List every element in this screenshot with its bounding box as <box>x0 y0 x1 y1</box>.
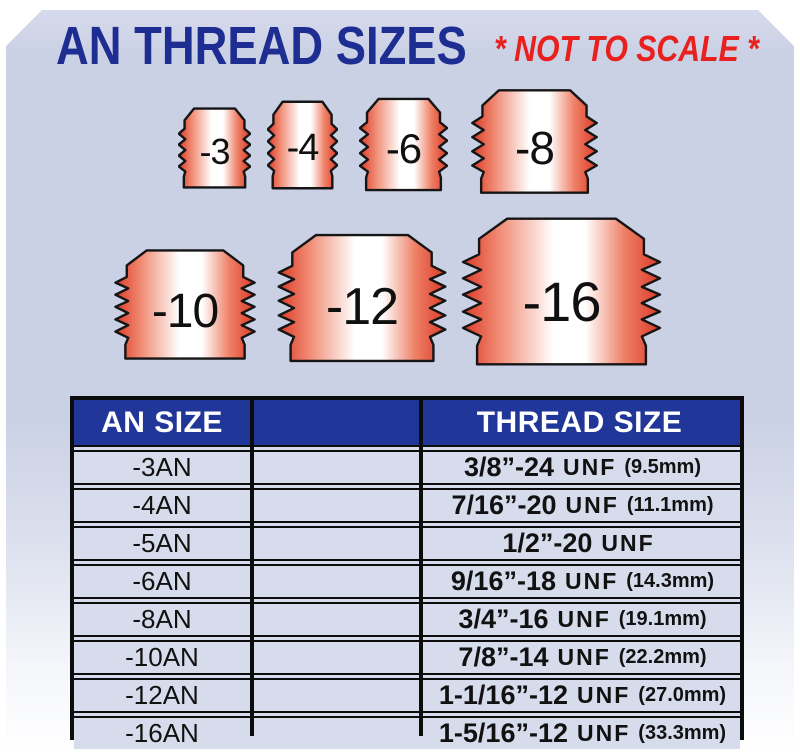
an-size-cell: -3AN <box>132 452 192 482</box>
thread-spec: 1-5/16”-12 <box>438 718 568 748</box>
an-size-cell: -6AN <box>132 566 192 596</box>
thread-standard: UNF <box>557 606 611 632</box>
thread-mm: (19.1mm) <box>618 608 707 630</box>
fitting-label: -6 <box>385 124 422 172</box>
thread-standard: UNF <box>565 492 619 518</box>
header-an-size: AN SIZE <box>101 405 223 439</box>
thread-mm: (22.2mm) <box>618 646 707 668</box>
an-fitting-4: -4 <box>267 99 338 191</box>
an-fitting-8: -8 <box>471 87 598 196</box>
an-size-cell: -16AN <box>125 718 199 748</box>
empty-cell <box>250 604 419 635</box>
fitting-shape-icon <box>471 87 598 196</box>
thread-size-cell: 1-1/16”-12 UNF (27.0mm) <box>419 680 740 711</box>
thread-spec: 1-1/16”-12 <box>438 680 568 710</box>
thread-mm: (14.3mm) <box>626 570 715 592</box>
empty-cell <box>250 452 419 483</box>
fitting-label: -10 <box>151 285 219 339</box>
fitting-label: -16 <box>522 270 602 334</box>
thread-standard: UNF <box>577 720 631 746</box>
empty-cell <box>250 680 419 711</box>
page-title: AN THREAD SIZES <box>56 16 467 76</box>
table-row: -8AN 3/4”-16 UNF (19.1mm) <box>74 597 740 635</box>
empty-cell <box>250 490 419 521</box>
thread-mm: (33.3mm) <box>638 722 727 744</box>
thread-size-cell: 9/16”-18 UNF (14.3mm) <box>419 566 740 597</box>
thread-standard: UNF <box>601 530 655 556</box>
thread-standard: UNF <box>577 682 631 708</box>
an-size-table: AN SIZE THREAD SIZE -3AN 3/8”-24 UNF (9.… <box>70 396 744 749</box>
an-fitting-10: -10 <box>114 247 256 362</box>
table-row: -3AN 3/8”-24 UNF (9.5mm) <box>74 445 740 483</box>
an-size-cell: -10AN <box>125 642 199 672</box>
empty-cell <box>250 642 419 673</box>
table-row: -5AN 1/2”-20 UNF <box>74 521 740 559</box>
table-row: -16AN 1-5/16”-12 UNF (33.3mm) <box>74 711 740 749</box>
an-fitting-12: -12 <box>277 231 447 365</box>
thread-standard: UNF <box>563 454 617 480</box>
thread-mm: (9.5mm) <box>624 456 702 478</box>
header-thread-size: THREAD SIZE <box>476 405 683 439</box>
thread-spec: 3/8”-24 <box>463 452 555 482</box>
title-row: AN THREAD SIZES * NOT TO SCALE * <box>56 16 776 76</box>
header-middle <box>250 400 419 445</box>
column-divider <box>419 400 423 736</box>
thread-size-cell: 1/2”-20 UNF <box>419 528 740 559</box>
thread-spec: 3/4”-16 <box>458 604 549 634</box>
thread-size-cell: 7/16”-20 UNF (11.1mm) <box>419 490 740 521</box>
fitting-shape-icon <box>359 96 448 193</box>
empty-cell <box>250 528 419 559</box>
not-to-scale-note: * NOT TO SCALE * <box>494 28 759 69</box>
an-fitting-3: -3 <box>178 106 251 190</box>
column-divider <box>250 400 254 736</box>
thread-mm: (27.0mm) <box>638 684 727 706</box>
fitting-label: -12 <box>325 277 399 336</box>
an-size-cell: -8AN <box>132 604 192 634</box>
thread-spec: 9/16”-18 <box>450 566 556 596</box>
fitting-shape-icon <box>277 231 447 365</box>
thread-standard: UNF <box>557 644 611 670</box>
thread-mm: (11.1mm) <box>626 494 714 516</box>
empty-cell <box>250 718 419 749</box>
an-size-cell: -5AN <box>132 528 192 558</box>
fitting-shape-icon <box>461 214 662 369</box>
thread-size-cell: 1-5/16”-12 UNF (33.3mm) <box>419 718 740 749</box>
thread-size-cell: 3/4”-16 UNF (19.1mm) <box>419 604 740 635</box>
table-row: -12AN 1-1/16”-12 UNF (27.0mm) <box>74 673 740 711</box>
thread-spec: 7/8”-14 <box>458 642 549 672</box>
fitting-label: -3 <box>199 130 230 172</box>
fitting-shape-icon <box>178 106 251 190</box>
an-fitting-16: -16 <box>461 214 662 369</box>
thread-size-cell: 7/8”-14 UNF (22.2mm) <box>419 642 740 673</box>
an-size-cell: -4AN <box>132 490 192 520</box>
fitting-label: -4 <box>286 127 320 170</box>
table-row: -4AN 7/16”-20 UNF (11.1mm) <box>74 483 740 521</box>
an-fitting-6: -6 <box>359 96 448 193</box>
thread-size-cell: 3/8”-24 UNF (9.5mm) <box>419 452 740 483</box>
thread-standard: UNF <box>564 568 619 594</box>
table-row: -6AN 9/16”-18 UNF (14.3mm) <box>74 559 740 597</box>
empty-cell <box>250 566 419 597</box>
table-header-row: AN SIZE THREAD SIZE <box>74 400 740 445</box>
thread-spec: 7/16”-20 <box>451 490 557 520</box>
table-row: -10AN 7/8”-14 UNF (22.2mm) <box>74 635 740 673</box>
fitting-shape-icon <box>267 99 338 191</box>
thread-spec: 1/2”-20 <box>502 528 593 558</box>
fitting-shape-icon <box>114 247 256 362</box>
fitting-label: -8 <box>515 121 555 174</box>
an-size-cell: -12AN <box>125 680 199 710</box>
